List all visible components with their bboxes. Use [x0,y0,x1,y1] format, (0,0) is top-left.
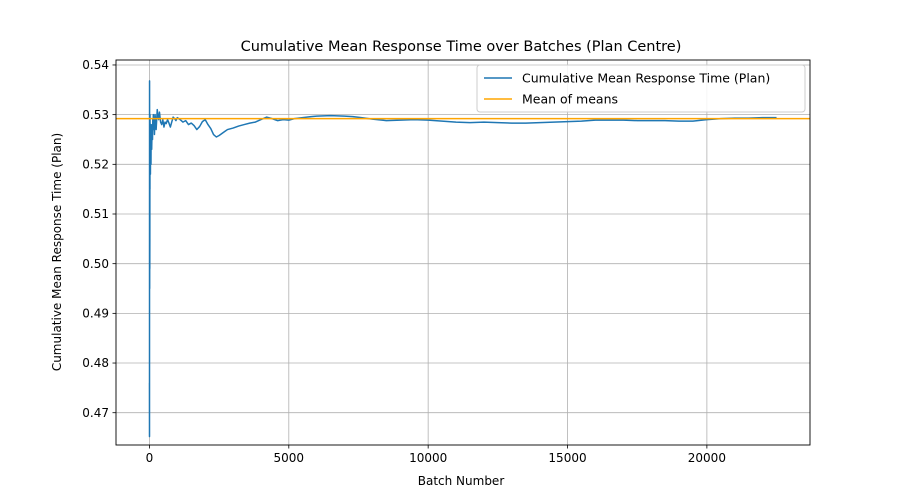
data-series [116,80,810,438]
legend-box [476,64,806,113]
plot-frame [115,59,811,446]
legend-label-cumulative: Cumulative Mean Response Time (Plan) [522,71,770,86]
legend: Cumulative Mean Response Time (Plan) Mea… [476,64,806,113]
chart-title: Cumulative Mean Response Time over Batch… [241,39,682,55]
x-tick-label: 20000 [688,451,726,465]
legend-label-mean-of-means: Mean of means [522,92,618,107]
y-tick-label: 0.52 [82,158,109,172]
y-tick-label: 0.53 [82,108,109,122]
x-tick-label: 0 [146,451,154,465]
x-tick-label: 15000 [548,451,586,465]
y-tick-label: 0.49 [82,307,109,321]
y-tick-label: 0.51 [82,207,109,221]
y-tick-label: 0.48 [82,356,109,370]
y-tick-label: 0.54 [82,58,109,72]
y-tick-label: 0.50 [82,257,109,271]
x-tick-label: 10000 [409,451,447,465]
x-tick-label: 5000 [274,451,305,465]
x-axis-label: Batch Number [418,474,505,488]
series-line-cumulative-mean [148,80,777,438]
y-axis-label: Cumulative Mean Response Time (Plan) [50,133,64,371]
axis-ticks: 0 5000 10000 15000 20000 0.47 0.48 0.49 0.50 0.51… [82,58,726,465]
y-tick-label: 0.47 [82,406,109,420]
gridlines [116,60,810,445]
